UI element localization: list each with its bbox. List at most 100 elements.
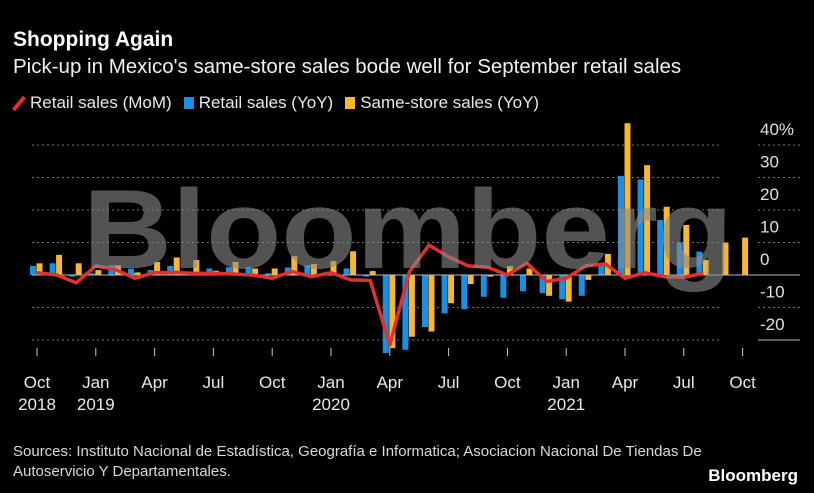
bar-retail-yoy xyxy=(422,275,428,327)
chart: -20 -10 0 10 20 30 40% Bloomberg Oct 2018 Jan 2019 A… xyxy=(18,120,800,414)
bar-same-store-yoy xyxy=(585,275,592,280)
bar-same-store-yoy xyxy=(506,265,513,275)
bar-retail-yoy xyxy=(382,275,389,353)
x-tick-label: Oct xyxy=(259,373,286,392)
bar-same-store-yoy xyxy=(350,251,357,275)
x-tick-label: Oct xyxy=(24,373,51,392)
bar-same-store-yoy xyxy=(154,262,161,275)
bar-same-store-yoy xyxy=(565,275,572,302)
bar-retail-yoy xyxy=(343,268,350,275)
bar-same-store-yoy xyxy=(408,275,415,337)
bar-same-store-yoy xyxy=(193,260,200,275)
x-tick-label: Apr xyxy=(377,373,404,392)
bar-retail-yoy xyxy=(226,267,232,275)
bar-same-store-yoy xyxy=(330,261,337,275)
x-tick-label: Apr xyxy=(612,373,639,392)
bar-retail-yoy xyxy=(559,275,566,300)
bar-same-store-yoy xyxy=(448,275,455,304)
x-tick-label: Jan xyxy=(552,373,579,392)
x-tick-label: Oct xyxy=(494,373,521,392)
source-note: Sources: Instituto Nacional de Estadísti… xyxy=(13,443,702,480)
bar-retail-yoy xyxy=(696,251,703,275)
bar-retail-yoy xyxy=(539,275,546,294)
x-tick-year-label: 2020 xyxy=(312,395,350,414)
bar-same-store-yoy xyxy=(75,263,82,275)
x-tick-label: Jul xyxy=(438,373,460,392)
x-tick-year-label: 2019 xyxy=(77,395,115,414)
bar-same-store-yoy xyxy=(389,275,396,349)
bar-same-store-yoy xyxy=(683,224,690,275)
bar-same-store-yoy xyxy=(546,275,553,296)
bar-same-store-yoy xyxy=(467,275,474,285)
bar-retail-yoy xyxy=(49,263,56,275)
bloomberg-logo: Bloomberg xyxy=(708,466,798,485)
bar-same-store-yoy xyxy=(173,257,180,275)
bar-retail-yoy xyxy=(598,265,605,275)
bloomberg-watermark: Bloomberg xyxy=(83,167,733,292)
x-tick-label: Jul xyxy=(673,373,695,392)
legend-item-retail-yoy: Retail sales (YoY) xyxy=(183,93,334,113)
bar-same-store-yoy xyxy=(742,237,749,275)
bar-same-store-yoy xyxy=(95,270,102,275)
bar-same-store-yoy xyxy=(291,256,298,275)
bar-retail-yoy xyxy=(618,175,624,275)
yellow-swatch-icon xyxy=(345,97,356,109)
bar-same-store-yoy xyxy=(56,254,63,275)
bar-same-store-yoy xyxy=(232,262,239,275)
bar-same-store-yoy xyxy=(134,272,141,275)
y-tick-label: 30 xyxy=(760,153,779,172)
bar-retail-yoy xyxy=(676,242,683,275)
y-tick-label: -10 xyxy=(760,283,785,302)
bar-retail-yoy xyxy=(88,273,95,275)
legend-item-same-store-yoy: Same-store sales (YoY) xyxy=(345,93,539,113)
bar-retail-yoy xyxy=(69,275,76,277)
bar-same-store-yoy xyxy=(369,271,376,275)
bar-retail-yoy xyxy=(461,275,468,310)
bar-same-store-yoy xyxy=(252,268,259,275)
bar-retail-yoy xyxy=(167,265,174,275)
x-tick-label: Jan xyxy=(317,373,344,392)
bar-retail-yoy xyxy=(520,275,526,292)
legend-item-retail-mom: Retail sales (MoM) xyxy=(12,93,172,113)
bar-same-store-yoy xyxy=(310,263,317,275)
chart-subtitle: Pick-up in Mexico's same-store sales bod… xyxy=(13,55,682,78)
bar-retail-yoy xyxy=(637,179,644,275)
bar-retail-yoy xyxy=(245,267,252,275)
y-tick-label: -20 xyxy=(760,315,785,334)
x-tick-label: Jan xyxy=(82,373,109,392)
x-tick-label: Jul xyxy=(203,373,225,392)
y-tick-label: 10 xyxy=(760,218,779,237)
bar-same-store-yoy xyxy=(644,165,651,275)
x-tick-year-label: 2021 xyxy=(547,395,585,414)
x-tick-year-label: 2018 xyxy=(18,395,56,414)
legend-label: Retail sales (MoM) xyxy=(30,93,172,112)
bar-same-store-yoy xyxy=(271,268,278,275)
x-tick-label: Oct xyxy=(729,373,756,392)
bar-same-store-yoy xyxy=(428,275,435,332)
bar-same-store-yoy xyxy=(702,260,709,275)
bar-same-store-yoy xyxy=(722,242,729,275)
y-tick-label: 20 xyxy=(760,185,779,204)
bar-retail-yoy xyxy=(500,275,507,298)
line-retail-mom xyxy=(36,243,704,347)
legend-label: Same-store sales (YoY) xyxy=(360,93,540,112)
x-tick-label: Apr xyxy=(141,373,168,392)
bar-retail-yoy xyxy=(480,275,487,297)
bar-retail-yoy xyxy=(304,265,311,275)
legend-label: Retail sales (YoY) xyxy=(198,93,334,112)
bar-retail-yoy xyxy=(128,268,134,275)
chart-title: Shopping Again xyxy=(13,28,174,51)
bar-same-store-yoy xyxy=(526,268,533,275)
y-tick-label: 40% xyxy=(760,120,794,139)
bar-retail-yoy xyxy=(441,275,448,314)
bar-same-store-yoy xyxy=(487,275,494,277)
bar-retail-yoy xyxy=(578,275,585,296)
bar-retail-yoy xyxy=(657,220,664,275)
bar-retail-yoy xyxy=(30,265,36,275)
y-tick-label: 0 xyxy=(760,250,769,269)
legend: Retail sales (MoM) Retail sales (YoY) Sa… xyxy=(12,93,545,113)
blue-swatch-icon xyxy=(183,97,194,109)
bar-retail-yoy xyxy=(265,273,272,275)
bar-same-store-yoy xyxy=(663,206,670,275)
bar-same-store-yoy xyxy=(624,123,631,275)
